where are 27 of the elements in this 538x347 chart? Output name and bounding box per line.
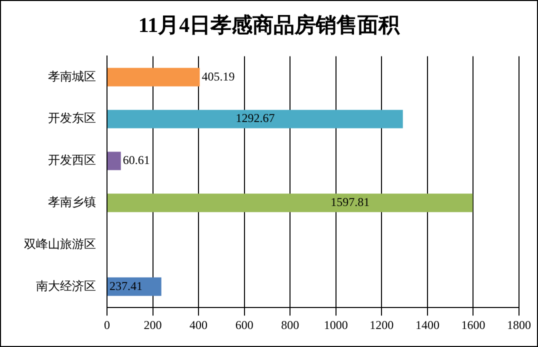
data-label: 1292.67 (236, 111, 275, 126)
data-label: 1597.81 (330, 195, 370, 210)
y-tick-label: 孝南乡镇 (48, 195, 96, 210)
bar (108, 277, 162, 296)
data-label: 405.19 (202, 69, 235, 84)
x-tick-label: 400 (190, 318, 208, 332)
data-label: 237.41 (110, 278, 142, 293)
x-tick-label: 800 (281, 318, 300, 332)
x-tick-label: 1200 (370, 318, 394, 332)
bar (108, 68, 200, 86)
x-tick-label: 200 (144, 318, 162, 332)
bar (108, 152, 121, 170)
y-tick-label: 孝南城区 (48, 69, 96, 84)
y-tick-label: 南大经济区 (36, 278, 96, 293)
x-tick-label: 1600 (461, 318, 486, 332)
x-tick-label: 1800 (507, 318, 531, 332)
y-tick-label: 双峰山旅游区 (24, 236, 96, 251)
data-label: 60.61 (122, 153, 150, 168)
chart-title: 11月4日孝感商品房销售面积 (137, 12, 401, 39)
x-tick-label: 600 (235, 318, 254, 332)
y-tick-label: 开发西区 (48, 153, 96, 168)
bar (108, 194, 473, 212)
x-tick-label: 0 (104, 318, 110, 332)
y-tick-label: 开发东区 (48, 111, 96, 126)
x-tick-label: 1000 (324, 318, 348, 332)
bar (108, 110, 403, 128)
x-tick-label: 1400 (415, 318, 440, 332)
